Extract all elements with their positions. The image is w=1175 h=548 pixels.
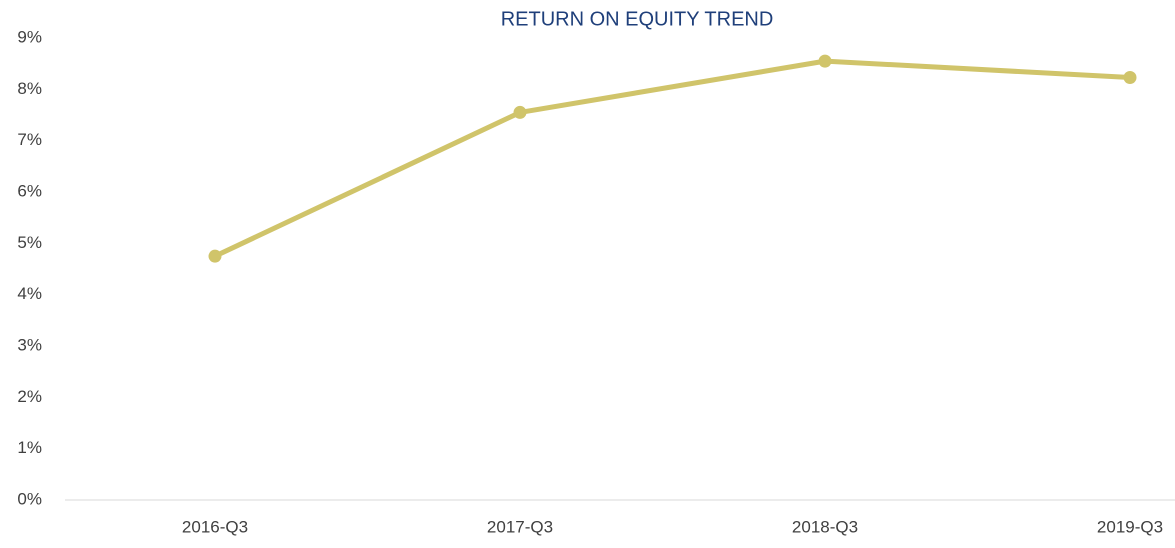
x-tick-label: 2019-Q3	[1097, 517, 1163, 536]
y-tick-label: 7%	[17, 130, 42, 149]
y-tick-label: 6%	[17, 181, 42, 200]
line	[213, 58, 1131, 259]
x-tick-label: 2018-Q3	[792, 517, 858, 536]
y-tick-label: 4%	[17, 284, 42, 303]
y-tick-label: 3%	[17, 335, 42, 354]
x-tick-label: 2016-Q3	[182, 517, 248, 536]
x-tick-label: 2017-Q3	[487, 517, 553, 536]
point	[1123, 71, 1137, 85]
y-tick-label: 8%	[17, 79, 42, 98]
point	[208, 249, 222, 263]
y-tick-label: 0%	[17, 489, 42, 508]
y-tick-label: 5%	[17, 233, 42, 252]
point	[513, 105, 527, 119]
point	[818, 54, 832, 68]
chart-title: RETURN ON EQUITY TREND	[501, 8, 774, 30]
y-tick-label: 2%	[17, 387, 42, 406]
y-tick-label: 1%	[17, 438, 42, 457]
y-tick-label: 9%	[17, 27, 42, 46]
